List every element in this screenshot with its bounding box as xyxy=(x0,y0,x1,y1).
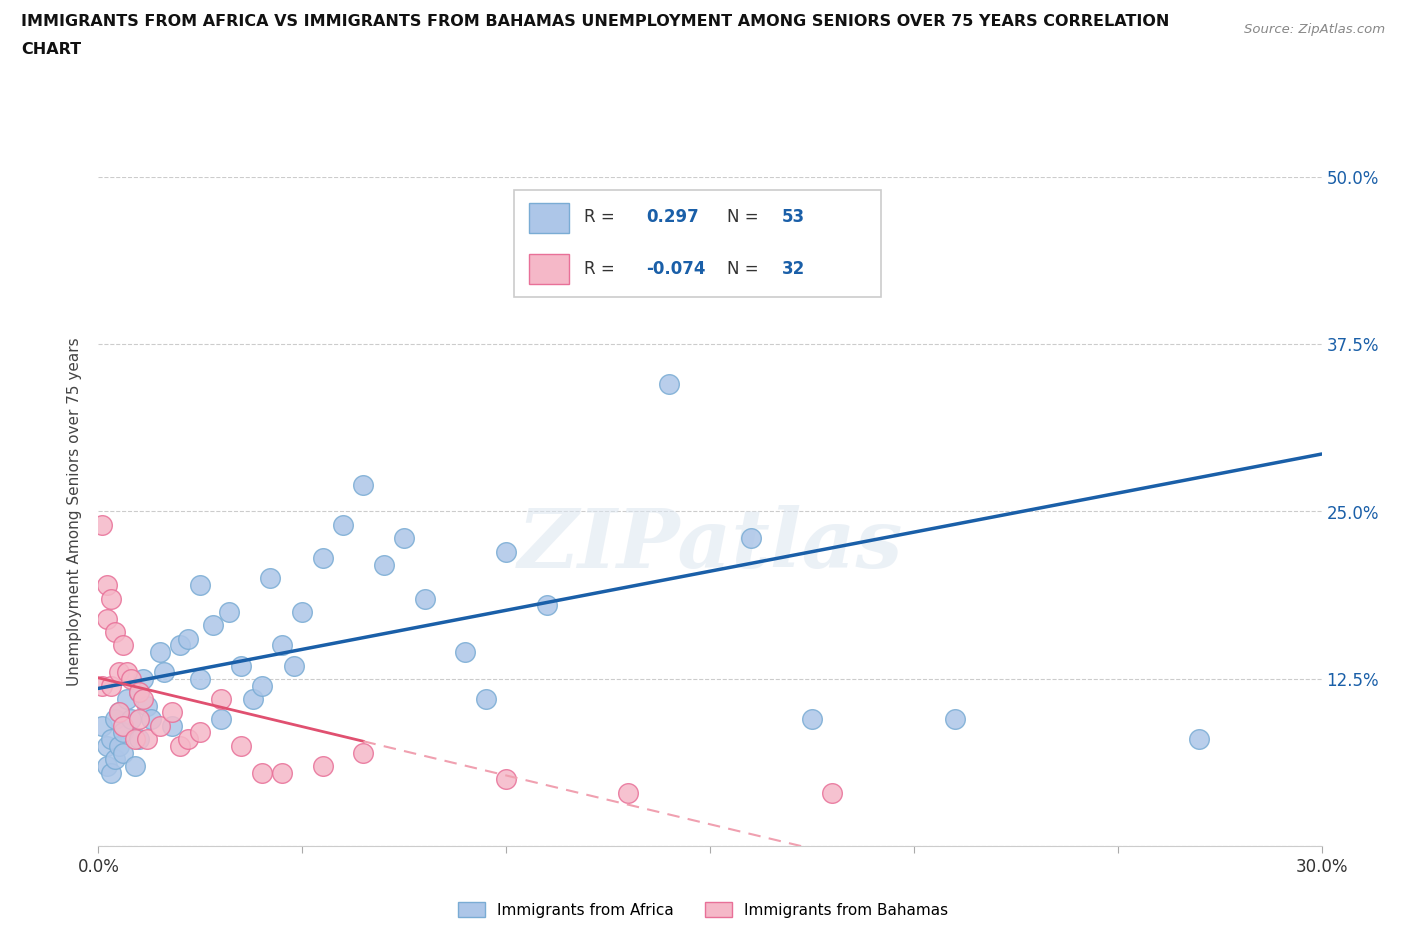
Point xyxy=(115,692,138,707)
Point xyxy=(454,644,477,659)
Point xyxy=(209,711,232,726)
Point xyxy=(495,772,517,787)
Point xyxy=(136,732,159,747)
Point xyxy=(91,678,114,693)
Point xyxy=(495,544,517,559)
Text: IMMIGRANTS FROM AFRICA VS IMMIGRANTS FROM BAHAMAS UNEMPLOYMENT AMONG SENIORS OVE: IMMIGRANTS FROM AFRICA VS IMMIGRANTS FRO… xyxy=(21,14,1170,29)
Point xyxy=(160,705,183,720)
Point xyxy=(96,611,118,626)
Point xyxy=(115,665,138,680)
Y-axis label: Unemployment Among Seniors over 75 years: Unemployment Among Seniors over 75 years xyxy=(67,338,83,685)
Point xyxy=(801,711,824,726)
Point xyxy=(128,684,150,699)
Point xyxy=(149,644,172,659)
Point xyxy=(100,678,122,693)
Point xyxy=(100,732,122,747)
Point xyxy=(1188,732,1211,747)
Point xyxy=(104,711,127,726)
Point xyxy=(128,732,150,747)
Point xyxy=(821,785,844,800)
Point xyxy=(120,711,142,726)
Point xyxy=(231,738,253,753)
Point xyxy=(740,531,762,546)
Point xyxy=(111,718,134,733)
Point xyxy=(536,598,558,613)
Point xyxy=(373,558,395,573)
Point xyxy=(120,671,142,686)
Point xyxy=(259,571,281,586)
Point xyxy=(658,377,681,392)
Point xyxy=(96,578,118,592)
Point xyxy=(201,618,224,632)
Point xyxy=(188,725,212,740)
Point xyxy=(100,591,122,606)
Point xyxy=(111,638,134,653)
Point xyxy=(141,711,163,726)
Point xyxy=(392,531,416,546)
Point xyxy=(617,785,640,800)
Point xyxy=(250,678,273,693)
Point xyxy=(169,738,191,753)
Point xyxy=(124,732,146,747)
Point xyxy=(270,765,294,780)
Point xyxy=(250,765,273,780)
Point xyxy=(160,718,183,733)
Point xyxy=(413,591,436,606)
Point xyxy=(291,604,314,619)
Point xyxy=(91,718,114,733)
Point xyxy=(312,759,335,774)
Point xyxy=(177,732,200,747)
Point xyxy=(124,759,146,774)
Text: Source: ZipAtlas.com: Source: ZipAtlas.com xyxy=(1244,23,1385,36)
Point xyxy=(128,684,150,699)
Point xyxy=(149,718,172,733)
Point xyxy=(91,517,114,532)
Point xyxy=(132,692,155,707)
Text: ZIPatlas: ZIPatlas xyxy=(517,505,903,585)
Point xyxy=(96,738,118,753)
Point xyxy=(312,551,335,565)
Point xyxy=(108,738,131,753)
Point xyxy=(132,671,155,686)
Point xyxy=(177,631,200,646)
Legend: Immigrants from Africa, Immigrants from Bahamas: Immigrants from Africa, Immigrants from … xyxy=(457,902,949,918)
Point xyxy=(270,638,294,653)
Point xyxy=(332,517,354,532)
Point xyxy=(108,705,131,720)
Point xyxy=(136,698,159,713)
Point xyxy=(100,765,122,780)
Point xyxy=(152,665,174,680)
Point xyxy=(474,692,498,707)
Point xyxy=(108,665,131,680)
Text: CHART: CHART xyxy=(21,42,82,57)
Point xyxy=(352,745,374,760)
Point xyxy=(617,263,640,278)
Point xyxy=(218,604,240,619)
Point xyxy=(111,745,134,760)
Point xyxy=(231,658,253,673)
Point xyxy=(352,477,374,492)
Point xyxy=(242,692,264,707)
Point xyxy=(108,705,131,720)
Point xyxy=(188,671,212,686)
Point xyxy=(104,625,127,640)
Point xyxy=(283,658,305,673)
Point xyxy=(943,711,966,726)
Point xyxy=(557,263,579,278)
Point xyxy=(104,751,127,766)
Point xyxy=(209,692,232,707)
Point xyxy=(128,711,150,726)
Point xyxy=(188,578,212,592)
Point xyxy=(169,638,191,653)
Point xyxy=(111,725,134,740)
Point xyxy=(96,759,118,774)
